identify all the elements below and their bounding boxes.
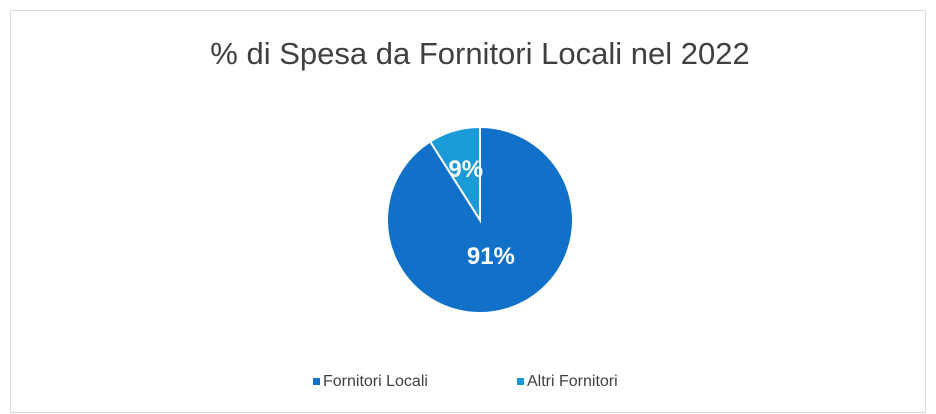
data-label: 9% — [448, 156, 483, 183]
chart-title: % di Spesa da Fornitori Locali nel 2022 — [210, 36, 749, 71]
legend-marker — [313, 378, 320, 385]
legend-marker — [517, 378, 524, 385]
data-label: 91% — [467, 243, 515, 270]
legend-label: Fornitori Locali — [323, 373, 428, 390]
legend-label: Altri Fornitori — [527, 373, 618, 390]
pie-slice — [428, 125, 481, 224]
